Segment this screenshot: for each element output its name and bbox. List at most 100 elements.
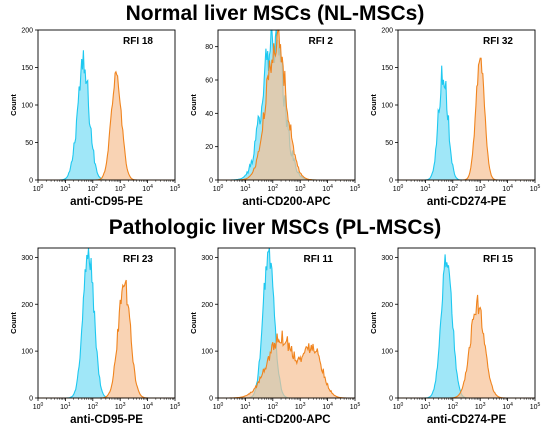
- x-tick-label: 102: [268, 184, 279, 193]
- histogram-panel-0-2: 0 50 100 150 200 100 101 102 103 104 105 anti-CD274…: [369, 28, 541, 209]
- x-tick-label: 103: [115, 184, 126, 193]
- y-tick-label: 100: [21, 103, 33, 110]
- y-axis-label: Count: [9, 312, 18, 334]
- y-axis-label: Count: [369, 312, 378, 334]
- x-tick-label: 100: [213, 184, 224, 193]
- x-axis-label: anti-CD200-APC: [242, 196, 330, 208]
- x-tick-label: 105: [350, 184, 361, 193]
- x-tick-label: 103: [475, 184, 486, 193]
- y-tick-label: 20: [205, 144, 213, 151]
- y-tick-label: 0: [29, 178, 33, 185]
- marker-histogram: [38, 279, 175, 399]
- marker-histogram: [38, 70, 175, 181]
- x-tick-label: 100: [33, 184, 44, 193]
- x-tick-label: 100: [33, 402, 44, 411]
- x-tick-label: 105: [350, 402, 361, 411]
- y-tick-label: 300: [201, 255, 213, 262]
- x-tick-label: 101: [240, 184, 251, 193]
- x-tick-label: 104: [142, 402, 153, 411]
- x-tick-label: 104: [322, 402, 333, 411]
- y-tick-label: 100: [381, 103, 393, 110]
- y-axis-label: Count: [189, 94, 198, 116]
- rfi-annotation: RFI 18: [123, 36, 153, 47]
- x-tick-label: 102: [448, 402, 459, 411]
- x-tick-label: 100: [393, 184, 404, 193]
- y-tick-label: 200: [381, 28, 393, 35]
- x-axis-label: anti-CD274-PE: [427, 414, 507, 426]
- x-tick-label: 102: [88, 402, 99, 411]
- x-tick-label: 103: [115, 402, 126, 411]
- x-tick-label: 104: [142, 184, 153, 193]
- rfi-annotation: RFI 11: [304, 254, 334, 265]
- y-tick-label: 100: [21, 349, 33, 356]
- x-axis-label: anti-CD274-PE: [427, 196, 507, 208]
- marker-histogram: [398, 294, 535, 399]
- x-tick-label: 105: [170, 402, 181, 411]
- x-tick-label: 105: [530, 184, 541, 193]
- x-tick-label: 101: [420, 184, 431, 193]
- x-tick-label: 103: [295, 402, 306, 411]
- y-tick-label: 0: [389, 396, 393, 403]
- y-tick-label: 150: [381, 65, 393, 72]
- y-tick-label: 60: [205, 78, 213, 85]
- y-tick-label: 200: [201, 302, 213, 309]
- x-tick-label: 100: [393, 402, 404, 411]
- y-tick-label: 0: [29, 396, 33, 403]
- x-tick-label: 102: [88, 184, 99, 193]
- x-axis-label: anti-CD95-PE: [70, 196, 143, 208]
- y-tick-label: 150: [21, 65, 33, 72]
- x-tick-label: 104: [502, 402, 513, 411]
- y-tick-label: 80: [205, 44, 213, 51]
- y-tick-label: 50: [25, 140, 33, 147]
- marker-histogram: [218, 330, 355, 399]
- control-histogram: [38, 247, 175, 399]
- rfi-annotation: RFI 32: [483, 36, 513, 47]
- rfi-annotation: RFI 2: [309, 36, 334, 47]
- x-tick-label: 105: [170, 184, 181, 193]
- y-tick-label: 300: [381, 255, 393, 262]
- x-tick-label: 103: [475, 402, 486, 411]
- y-tick-label: 300: [21, 255, 33, 262]
- marker-histogram: [218, 29, 355, 181]
- x-tick-label: 103: [295, 184, 306, 193]
- marker-histogram: [398, 57, 535, 181]
- y-tick-label: 100: [381, 349, 393, 356]
- y-axis-label: Count: [9, 94, 18, 116]
- row-title-pathologic: Pathologic liver MSCs (PL-MSCs): [108, 216, 442, 239]
- rfi-annotation: RFI 15: [483, 254, 513, 265]
- x-tick-label: 104: [322, 184, 333, 193]
- histogram-panel-0-1: 0 20 40 60 80 100 101 102 103 104 105 anti-CD200-AP…: [189, 29, 361, 208]
- y-tick-label: 50: [385, 140, 393, 147]
- plot-frame: [217, 29, 356, 181]
- plot-frame: [397, 29, 536, 181]
- control-histogram: [398, 65, 535, 181]
- y-tick-label: 200: [21, 28, 33, 35]
- plot-frame: [217, 247, 356, 399]
- y-axis-label: Count: [369, 94, 378, 116]
- plot-frame: [37, 247, 176, 399]
- plot-frame: [397, 247, 536, 399]
- x-tick-label: 102: [268, 402, 279, 411]
- y-tick-label: 0: [209, 178, 213, 185]
- y-tick-label: 200: [21, 302, 33, 309]
- x-tick-label: 100: [213, 402, 224, 411]
- rfi-annotation: RFI 23: [123, 254, 153, 265]
- x-axis-label: anti-CD200-APC: [242, 414, 330, 426]
- y-axis-label: Count: [189, 312, 198, 334]
- x-tick-label: 101: [420, 402, 431, 411]
- x-tick-label: 104: [502, 184, 513, 193]
- y-tick-label: 0: [389, 178, 393, 185]
- x-tick-label: 101: [240, 402, 251, 411]
- y-tick-label: 40: [205, 111, 213, 118]
- row-title-normal: Normal liver MSCs (NL-MSCs): [125, 2, 425, 25]
- x-tick-label: 105: [530, 402, 541, 411]
- y-tick-label: 100: [201, 349, 213, 356]
- x-axis-label: anti-CD95-PE: [70, 414, 143, 426]
- x-tick-label: 101: [60, 184, 71, 193]
- y-tick-label: 0: [209, 396, 213, 403]
- x-tick-label: 101: [60, 402, 71, 411]
- y-tick-label: 200: [381, 302, 393, 309]
